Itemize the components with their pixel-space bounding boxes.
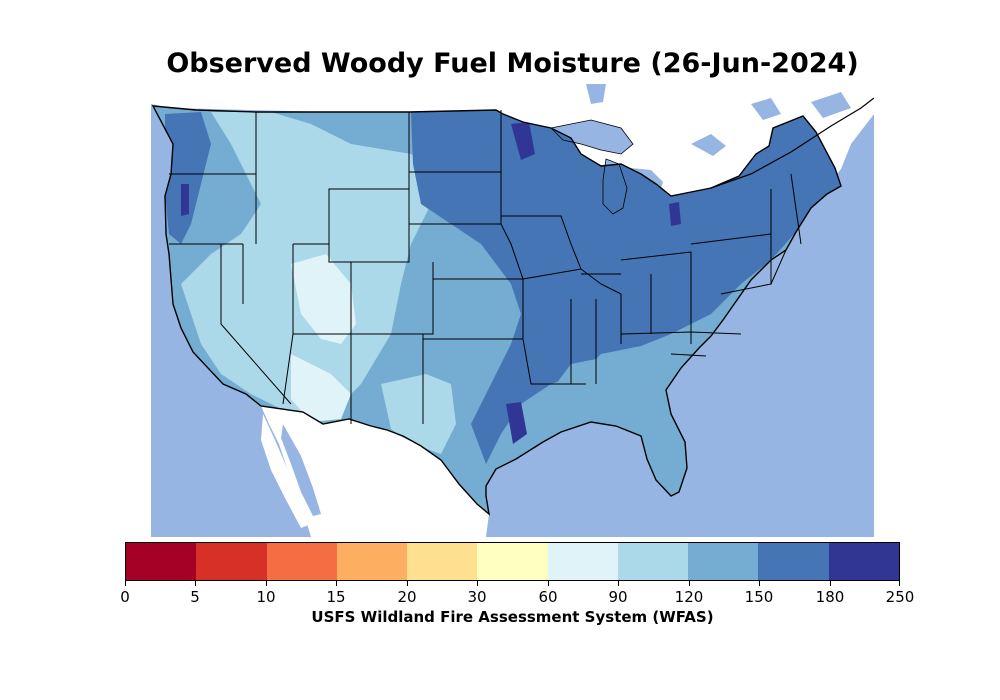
state-borders [169, 110, 802, 424]
colorbar-tick-label: 30 [467, 588, 487, 606]
colorbar-tick-label: 15 [326, 588, 346, 606]
colorbar-tick-label: 20 [397, 588, 417, 606]
colorbar-tick [125, 581, 126, 586]
colorbar-segment [407, 543, 478, 580]
colorbar-ticks: 0 5 10 15 20 30 60 90 120 150 180 250 [120, 581, 914, 606]
colorbar-segment [196, 543, 267, 580]
great-lakes [551, 120, 779, 240]
colorbar-segment [477, 543, 548, 580]
colorbar-tick [689, 581, 690, 586]
colorbar-segment [617, 543, 689, 580]
zone-60-90-southwest [291, 254, 356, 422]
colorbar-tick [195, 581, 196, 586]
colorbar-tick [336, 581, 337, 586]
colorbar-segment [126, 543, 197, 580]
colorbar-tick-label: 10 [256, 588, 276, 606]
us-outline [151, 105, 842, 516]
colorbar-tick-label: 150 [744, 588, 774, 606]
colorbar-segment [547, 543, 618, 580]
gulf-of-california [281, 424, 321, 516]
colorbar-segment [688, 543, 759, 580]
lake-outline [550, 119, 634, 215]
colorbar-tick-label: 60 [538, 588, 558, 606]
fuel-moisture-map [151, 84, 874, 537]
canada-lakes [586, 84, 851, 156]
colorbar-tick [407, 581, 408, 586]
colorbar-tick [618, 581, 619, 586]
zone-150-180-north [411, 110, 841, 464]
colorbar-tick-label: 180 [815, 588, 845, 606]
colorbar-tick [266, 581, 267, 586]
colorbar-tick [830, 581, 831, 586]
colorbar-tick-label: 250 [885, 588, 915, 606]
baja-peninsula [261, 414, 311, 528]
colorbar-segment [266, 543, 337, 580]
colorbar-tick [548, 581, 549, 586]
canada-coast [710, 97, 874, 189]
colorbar-segment [758, 543, 829, 580]
colorbar-tick [477, 581, 478, 586]
colorbar-label: USFS Wildland Fire Assessment System (WF… [311, 608, 714, 626]
colorbar-tick [899, 581, 900, 586]
colorbar-tick-label: 90 [608, 588, 628, 606]
colorbar [125, 542, 900, 581]
zone-120-150-southeast [549, 342, 711, 434]
map-title: Observed Woody Fuel Moisture (26-Jun-202… [166, 48, 859, 79]
zone-90-120-texas [381, 374, 456, 454]
zone-150-180-northwest [165, 112, 211, 244]
colorbar-tick-label: 120 [674, 588, 704, 606]
colorbar-segment [828, 543, 899, 580]
colorbar-tick [759, 581, 760, 586]
colorbar-segment [336, 543, 408, 580]
map-svg [151, 84, 874, 537]
colorbar-tick-label: 0 [120, 588, 130, 606]
colorbar-tick-label: 5 [190, 588, 200, 606]
